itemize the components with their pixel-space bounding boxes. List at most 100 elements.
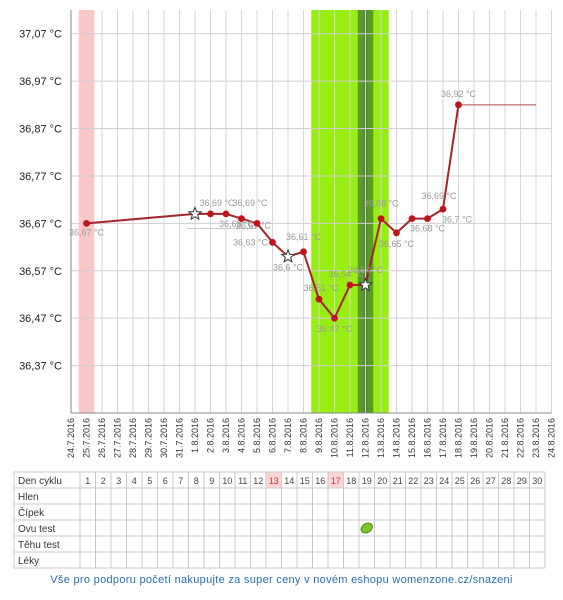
- x-tick-label: 27.7.2016: [113, 418, 123, 458]
- x-tick-label: 5.8.2016: [252, 418, 262, 453]
- table-row-label: Den cyklu: [18, 476, 62, 487]
- data-point: [377, 215, 385, 223]
- table-row-label: Těhu test: [18, 540, 60, 551]
- table-day-number: 19: [362, 476, 372, 486]
- x-axis-ticks: 24.7.2016 25.7.2016 26.7.2016 27.7.2016 28.7…: [66, 418, 557, 458]
- data-label: 36,68 °C: [219, 219, 255, 229]
- data-label: 36,51 °C: [303, 283, 339, 293]
- table-day-number: 5: [147, 476, 152, 486]
- x-tick-label: 8.8.2016: [299, 418, 309, 453]
- y-tick-label: 36,67 °C: [19, 218, 62, 230]
- x-tick-label: 24.7.2016: [66, 418, 76, 458]
- data-label: 36,68 °C: [410, 224, 446, 234]
- table-day-number: 1: [85, 476, 90, 486]
- table-day-number: 3: [116, 476, 121, 486]
- x-tick-label: 31.7.2016: [175, 418, 185, 458]
- table-day-number: 29: [517, 476, 527, 486]
- table-day-number: 18: [346, 476, 356, 486]
- x-tick-label: 29.7.2016: [144, 418, 154, 458]
- data-point-star: [358, 277, 373, 292]
- table-day-number: 30: [532, 476, 542, 486]
- table-day-number: 21: [393, 476, 403, 486]
- data-point-star: [187, 205, 203, 221]
- table-day-number: 12: [253, 476, 263, 486]
- x-tick-label: 22.8.2016: [516, 418, 526, 458]
- data-point: [393, 229, 400, 237]
- table-day-number: 22: [408, 476, 418, 486]
- x-tick-label: 24.8.2016: [547, 418, 557, 458]
- data-label: 36,54 °C: [328, 269, 364, 279]
- x-tick-label: 15.8.2016: [407, 418, 417, 458]
- y-axis-ticks: 36,37 °C 36,47 °C 36,57 °C 36,67 °C 36,77 °C…: [19, 29, 62, 373]
- data-label: 36,47 °C: [317, 324, 353, 334]
- table-day-number: 2: [101, 476, 106, 486]
- data-labels: 36,67 °C 36,69 °C 36,68 °C 36,69 °C 36,67 °C…: [69, 89, 477, 334]
- data-point: [331, 314, 338, 322]
- temperature-chart: 36,37 °C 36,47 °C 36,57 °C 36,67 °C 36,77 °C…: [13, 10, 557, 569]
- data-label: 36,69 °C: [232, 198, 268, 208]
- x-tick-label: 26.7.2016: [97, 418, 107, 458]
- x-tick-label: 1.8.2016: [190, 418, 200, 453]
- data-point: [300, 248, 307, 256]
- table-row-label: Léky: [18, 556, 39, 567]
- data-point: [238, 215, 245, 223]
- x-tick-label: 14.8.2016: [392, 418, 402, 458]
- table-day-number: 9: [209, 476, 214, 486]
- table-day-number: 17: [331, 476, 341, 486]
- data-point: [315, 295, 323, 303]
- data-point: [207, 210, 214, 218]
- data-label: 36,67 °C: [236, 221, 272, 231]
- data-label: 36,54 °C: [348, 265, 384, 275]
- data-point: [439, 205, 447, 213]
- table-day-number: 13: [269, 476, 279, 486]
- table-day-number: 27: [486, 476, 496, 486]
- x-tick-label: 3.8.2016: [221, 418, 231, 453]
- x-tick-label: 30.7.2016: [159, 418, 169, 458]
- table-day-number: 14: [284, 476, 294, 486]
- data-point: [455, 101, 462, 109]
- table-row-label: Čípek: [18, 506, 45, 519]
- x-tick-label: 11.8.2016: [345, 418, 355, 457]
- x-tick-label: 16.8.2016: [423, 418, 433, 458]
- x-tick-label: 23.8.2016: [531, 418, 541, 458]
- data-label: 36,7 °C: [442, 215, 473, 225]
- x-tick-label: 13.8.2016: [376, 418, 386, 458]
- eshop-promo-link[interactable]: Vše pro podporu početí nakupujte za supe…: [50, 574, 513, 586]
- data-point: [83, 219, 90, 227]
- y-tick-label: 36,87 °C: [19, 124, 62, 136]
- y-tick-label: 36,97 °C: [19, 76, 62, 88]
- x-tick-label: 12.8.2016: [361, 418, 371, 458]
- chart-grid: [70, 10, 552, 414]
- data-label: 36,61 °C: [286, 232, 322, 242]
- x-tick-label: 25.7.2016: [82, 418, 92, 458]
- x-tick-label: 4.8.2016: [237, 418, 247, 453]
- data-label: 36,69 °C: [421, 191, 457, 201]
- data-label: 36,6 °C: [273, 263, 304, 273]
- table-day-number: 8: [194, 476, 199, 486]
- y-tick-label: 36,47 °C: [19, 313, 62, 325]
- data-point: [424, 215, 431, 223]
- x-tick-label: 17.8.2016: [438, 418, 448, 458]
- x-tick-label: 28.7.2016: [128, 418, 138, 458]
- x-tick-label: 20.8.2016: [485, 418, 495, 458]
- x-tick-label: 6.8.2016: [268, 418, 278, 453]
- y-tick-label: 36,37 °C: [19, 361, 62, 373]
- table-day-number: 28: [501, 476, 511, 486]
- table-day-number: 10: [222, 476, 232, 486]
- table-day-number: 26: [470, 476, 480, 486]
- table-day-number: 7: [178, 476, 183, 486]
- data-point: [346, 281, 354, 289]
- y-tick-label: 36,57 °C: [19, 266, 62, 278]
- data-label: 36,92 °C: [441, 89, 477, 99]
- table-day-number: 16: [315, 476, 325, 486]
- y-tick-label: 37,07 °C: [19, 29, 62, 41]
- data-point-star: [280, 248, 296, 263]
- data-label: 36,65 °C: [379, 239, 415, 249]
- ovu-test-leaf-icon: [360, 522, 373, 534]
- x-tick-label: 2.8.2016: [206, 418, 216, 453]
- table-day-number: 20: [377, 476, 387, 486]
- data-label: 36,67 °C: [69, 227, 105, 237]
- table-day-number: 25: [455, 476, 465, 486]
- data-points: [83, 101, 462, 322]
- table-day-number: 11: [238, 476, 247, 486]
